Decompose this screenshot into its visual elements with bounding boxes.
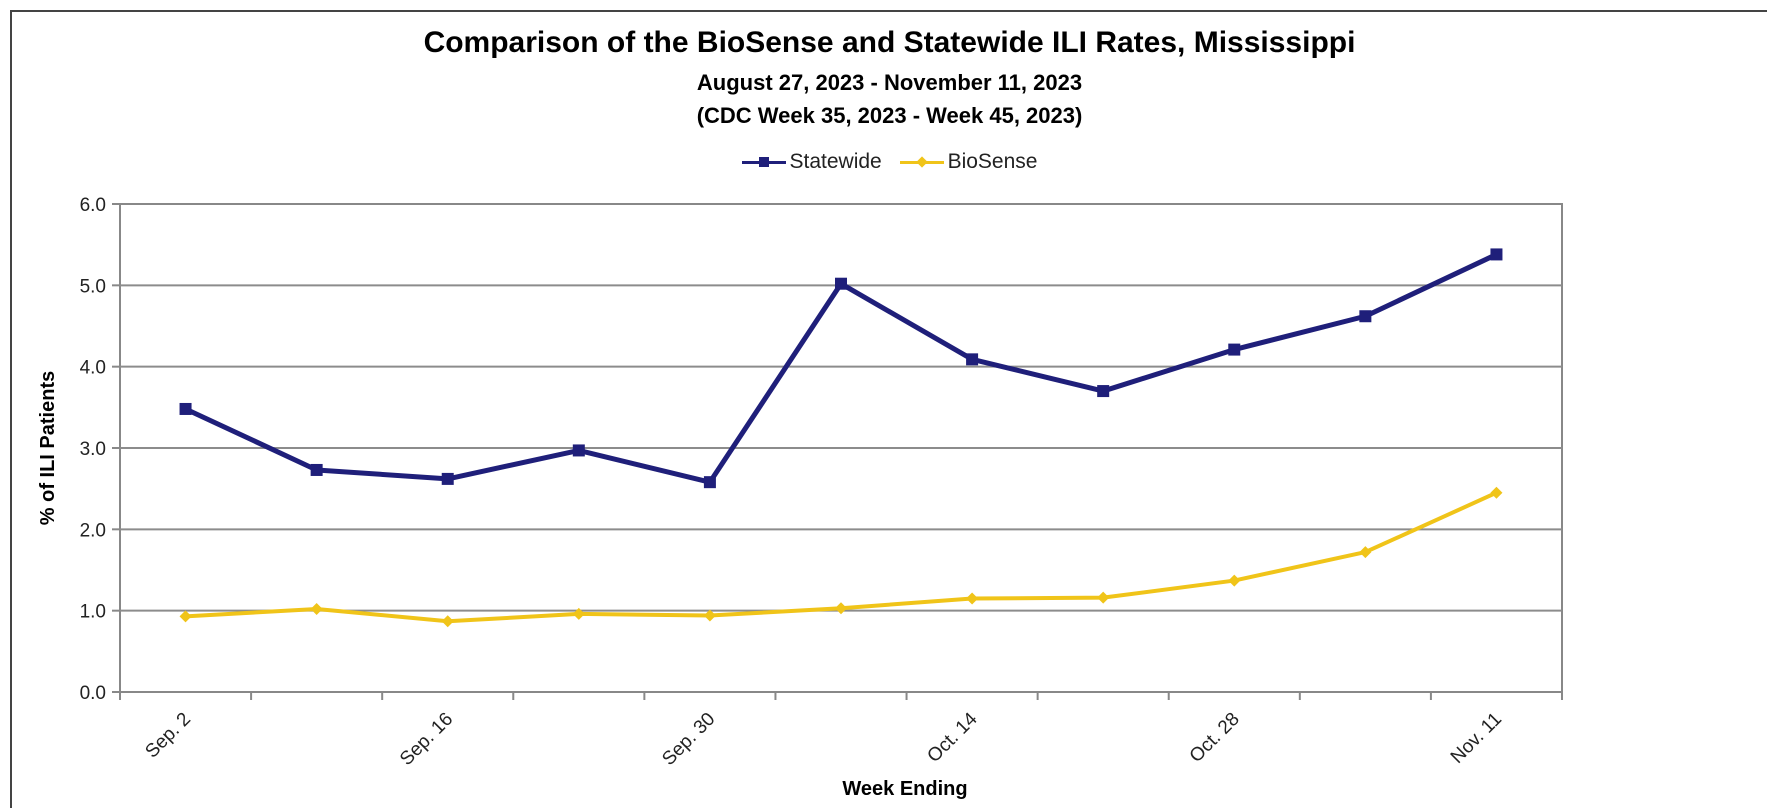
data-point-biosense [1490, 486, 1503, 499]
legend-item-biosense: BioSense [899, 150, 1038, 174]
x-axis-title: Week Ending [842, 778, 967, 800]
data-point-statewide [310, 463, 323, 476]
data-point-statewide [1228, 343, 1241, 356]
legend-swatch-biosense [899, 152, 944, 172]
data-point-biosense [310, 603, 323, 616]
chart-subtitle: August 27, 2023 - November 11, 2023 [696, 70, 1083, 95]
legend-item-statewide: Statewide [741, 150, 882, 174]
data-point-statewide [1359, 310, 1372, 323]
x-tick-label: Oct. 28 [1186, 709, 1244, 767]
y-tick-label: 6.0 [80, 195, 106, 216]
data-point-statewide [572, 444, 585, 457]
y-tick-label: 3.0 [80, 439, 106, 460]
x-tick-label: Sep. 16 [396, 709, 457, 770]
data-point-statewide [835, 277, 847, 290]
y-tick-label: 4.0 [80, 358, 106, 379]
data-point-biosense [835, 602, 847, 615]
y-tick-label: 1.0 [80, 602, 106, 623]
data-point-statewide [1097, 385, 1110, 398]
data-point-biosense [703, 609, 716, 622]
y-axis-title: % of ILI Patients [37, 371, 59, 525]
data-point-biosense [1359, 546, 1372, 559]
data-point-statewide [703, 476, 716, 489]
y-tick-label: 5.0 [80, 276, 106, 297]
data-point-statewide [1490, 248, 1503, 261]
legend-swatch-statewide [741, 152, 786, 172]
data-point-biosense [441, 615, 454, 628]
x-tick-label: Sep. 2 [141, 709, 195, 763]
data-point-statewide [966, 353, 979, 366]
legend-label-biosense: BioSense [947, 150, 1038, 173]
y-tick-label: 0.0 [80, 683, 106, 704]
data-point-statewide [441, 472, 454, 485]
x-tick-label: Sep. 30 [658, 709, 719, 770]
chart-title: Comparison of the BioSense and Statewide… [423, 26, 1356, 59]
chart-legend: Statewide BioSense [0, 150, 1779, 178]
legend-label-statewide: Statewide [789, 150, 882, 173]
x-tick-label: Nov. 11 [1447, 709, 1506, 768]
data-point-biosense [966, 592, 979, 605]
data-point-biosense [1097, 591, 1110, 604]
x-tick-label: Oct. 14 [923, 708, 981, 766]
chart-subtitle-weeks: (CDC Week 35, 2023 - Week 45, 2023) [696, 103, 1083, 128]
data-point-statewide [179, 402, 192, 415]
y-tick-label: 2.0 [80, 520, 106, 541]
data-point-biosense [572, 607, 585, 620]
data-point-biosense [1228, 574, 1241, 587]
data-point-biosense [179, 610, 192, 623]
